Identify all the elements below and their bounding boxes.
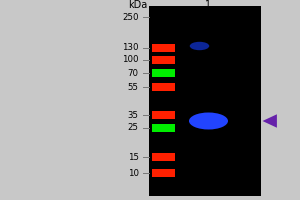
Text: 35: 35 xyxy=(128,110,139,119)
Bar xyxy=(152,83,175,91)
Bar xyxy=(152,56,175,64)
Bar xyxy=(152,69,175,77)
Polygon shape xyxy=(262,114,277,128)
Text: 100: 100 xyxy=(122,55,139,64)
Text: 10: 10 xyxy=(128,168,139,178)
Text: 25: 25 xyxy=(128,123,139,132)
Bar xyxy=(148,6,261,196)
Text: 250: 250 xyxy=(122,12,139,21)
Bar xyxy=(152,153,175,161)
Bar xyxy=(152,111,175,119)
Text: 130: 130 xyxy=(122,44,139,52)
Text: kDa: kDa xyxy=(128,0,148,10)
Text: 15: 15 xyxy=(128,152,139,162)
Bar xyxy=(152,169,175,177)
Ellipse shape xyxy=(189,112,228,130)
Ellipse shape xyxy=(190,42,209,50)
Bar xyxy=(152,44,175,52)
Text: 1: 1 xyxy=(206,0,212,10)
Text: 70: 70 xyxy=(128,68,139,77)
Text: 55: 55 xyxy=(128,83,139,92)
Bar xyxy=(152,124,175,132)
